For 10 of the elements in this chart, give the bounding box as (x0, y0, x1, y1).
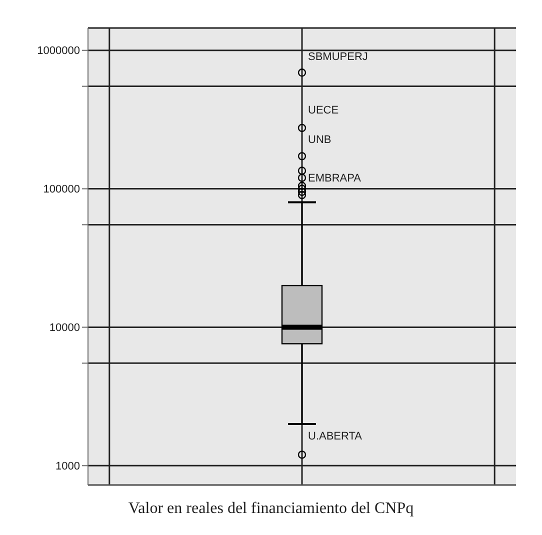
x-axis-title: Valor en reales del financiamiento del CNPq (127, 500, 415, 518)
annotation: EMBRAPA (308, 172, 362, 185)
annotation: U.ABERTA (308, 430, 363, 442)
annotation: UNB (308, 134, 332, 146)
y-tick-label: 100000 (43, 184, 80, 196)
y-tick-label: 1000 (56, 460, 80, 473)
annotation: UECE (308, 104, 339, 116)
y-tick-label: 1000000 (37, 45, 80, 58)
y-tick-label: 10000 (49, 322, 80, 334)
annotation: SBMUPERJ (308, 50, 368, 63)
